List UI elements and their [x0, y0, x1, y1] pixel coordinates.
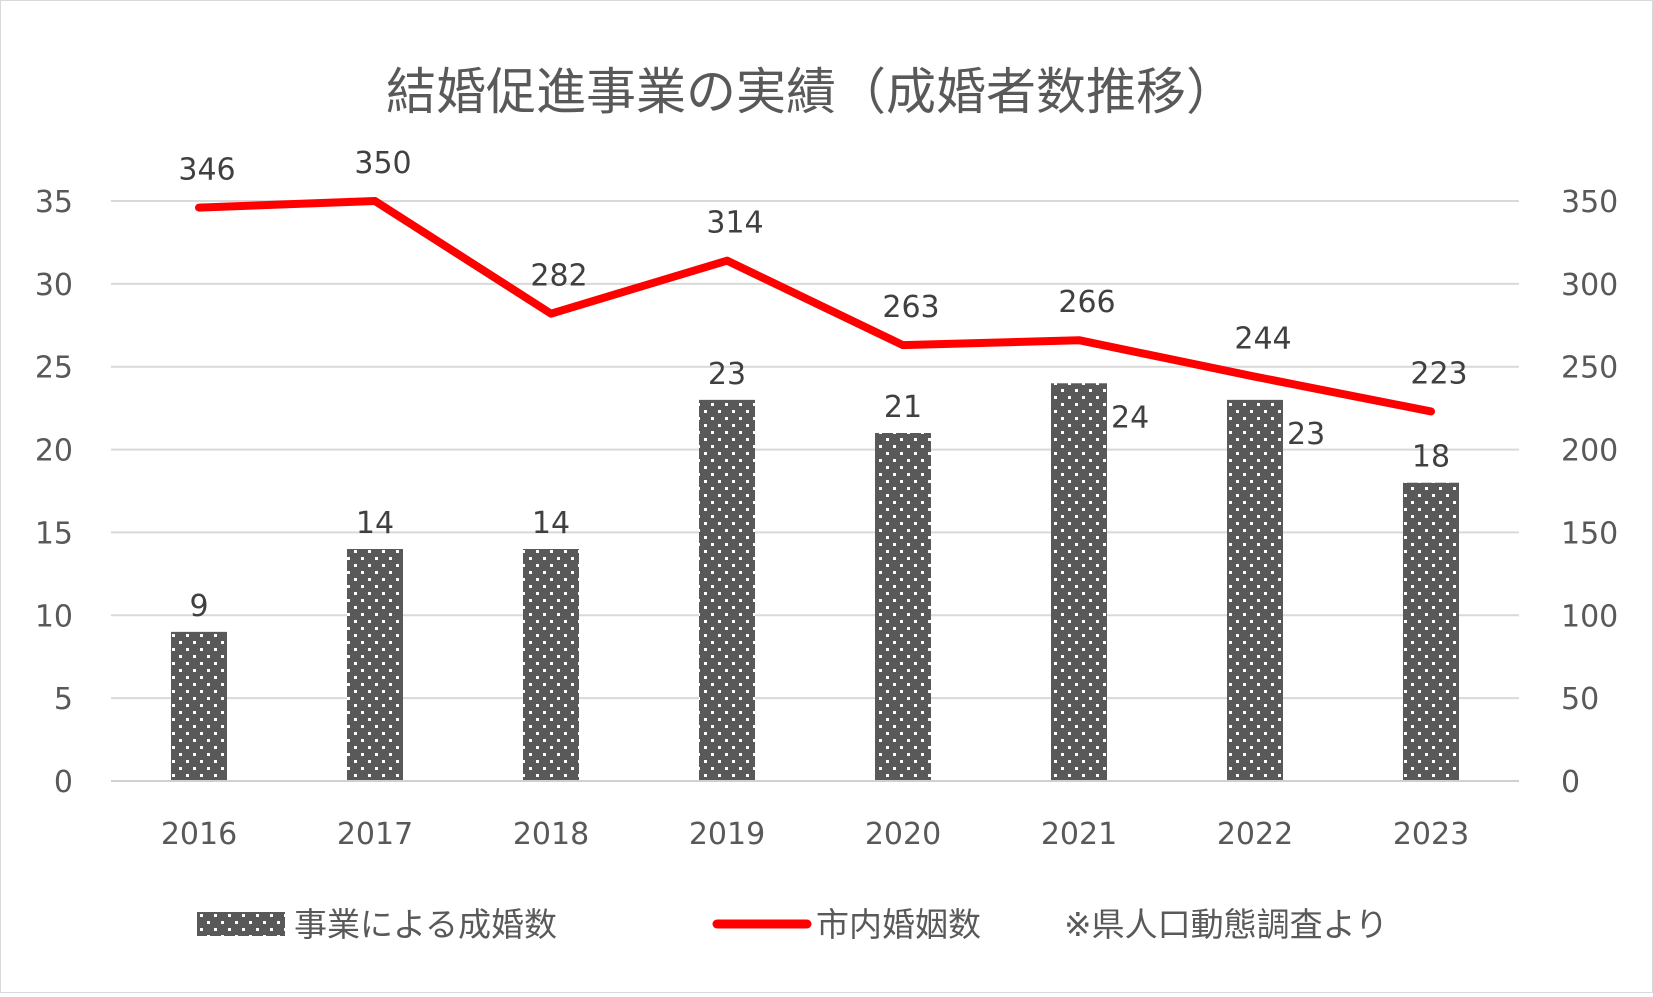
x-tick-label: 2020: [865, 817, 941, 852]
bar-label-2023: 18: [1412, 440, 1450, 475]
bar-label-2022: 23: [1287, 417, 1325, 452]
bar-2017: [347, 549, 403, 781]
bar-2021: [1051, 383, 1107, 781]
right-tick-label: 250: [1561, 351, 1618, 386]
line-label-2020: 263: [882, 290, 939, 325]
line-label-2019: 314: [706, 206, 763, 241]
right-tick-label: 50: [1561, 682, 1599, 717]
line-label-2018: 282: [530, 259, 587, 294]
left-tick-label: 5: [54, 682, 73, 717]
left-tick-label: 20: [35, 434, 73, 469]
line-series: [195, 197, 1435, 416]
right-tick-label: 200: [1561, 434, 1618, 469]
bar-2022: [1227, 399, 1283, 781]
right-tick-label: 350: [1561, 185, 1618, 220]
legend-label-line: 市内婚姻数: [816, 905, 981, 944]
bar-label-2016: 9: [189, 589, 208, 624]
bar-2020: [875, 433, 931, 781]
bar-label-2018: 14: [532, 506, 570, 541]
bar-2018: [523, 549, 579, 781]
right-tick-label: 100: [1561, 599, 1618, 634]
x-tick-label: 2023: [1393, 817, 1469, 852]
x-axis-ticks: 2016 2017 2018 2019 2020 2021 2022 2023: [161, 817, 1469, 852]
right-tick-label: 300: [1561, 268, 1618, 303]
line-label-2016: 346: [178, 153, 235, 188]
line-data-labels: 346 350 282 314 263 266 244 223: [178, 146, 1467, 391]
line-municipal-marriages: [195, 197, 1435, 416]
bar-label-2019: 23: [708, 357, 746, 392]
left-tick-label: 35: [35, 185, 73, 220]
bar-2016: [171, 631, 227, 781]
left-tick-label: 10: [35, 599, 73, 634]
left-tick-label: 0: [54, 765, 73, 800]
line-label-2021: 266: [1058, 285, 1115, 320]
x-tick-label: 2022: [1217, 817, 1293, 852]
bar-label-2020: 21: [884, 390, 922, 425]
x-tick-label: 2021: [1041, 817, 1117, 852]
line-label-2022: 244: [1234, 322, 1291, 357]
right-tick-label: 0: [1561, 765, 1580, 800]
bar-2019: [699, 399, 755, 781]
x-tick-label: 2018: [513, 817, 589, 852]
right-axis-ticks: 0 50 100 150 200 250 300 350: [1561, 185, 1618, 800]
bar-label-2017: 14: [356, 506, 394, 541]
x-tick-label: 2016: [161, 817, 237, 852]
legend-swatch-bar: [197, 912, 285, 936]
right-tick-label: 150: [1561, 516, 1618, 551]
left-tick-label: 30: [35, 268, 73, 303]
left-tick-label: 15: [35, 516, 73, 551]
chart-title: 結婚促進事業の実績（成婚者数推移）: [386, 63, 1236, 121]
legend: 事業による成婚数 市内婚姻数 ※県人口動態調査より: [197, 905, 1388, 944]
x-tick-label: 2019: [689, 817, 765, 852]
line-label-2023: 223: [1410, 356, 1467, 391]
bar-2023: [1403, 482, 1459, 781]
bar-data-labels: 9 14 14 23 21 24 23 18: [189, 357, 1450, 624]
left-tick-label: 25: [35, 351, 73, 386]
legend-label-bar: 事業による成婚数: [294, 905, 557, 944]
left-axis-ticks: 0 5 10 15 20 25 30 35: [35, 185, 73, 800]
legend-note: ※県人口動態調査より: [1064, 905, 1388, 944]
line-label-2017: 350: [354, 146, 411, 181]
x-tick-label: 2017: [337, 817, 413, 852]
bar-label-2021: 24: [1111, 400, 1149, 435]
bar-series: [171, 383, 1459, 781]
